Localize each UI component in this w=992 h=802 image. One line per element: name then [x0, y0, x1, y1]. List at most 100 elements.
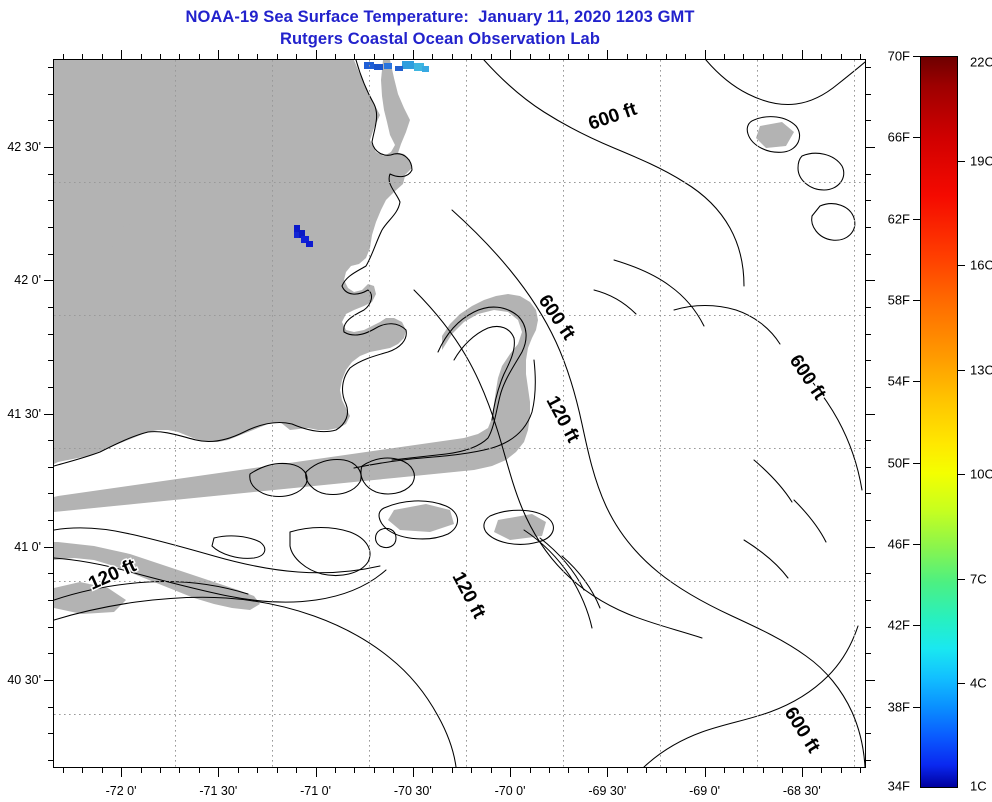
x-axis-tick [646, 768, 648, 773]
colorbar-tick [913, 381, 920, 383]
y-axis-tick [48, 440, 53, 442]
y-axis-tick [48, 120, 53, 122]
page-title: NOAA-19 Sea Surface Temperature: January… [185, 8, 695, 26]
x-axis-label-2: -71 0' [300, 784, 332, 798]
y-axis-tick [866, 466, 871, 468]
svg-text:120 ft: 120 ft [448, 568, 490, 622]
y-axis-tick [48, 760, 53, 761]
colorbar-tick [958, 265, 965, 267]
colorbar-tick [913, 300, 920, 301]
coastline-maine [705, 60, 865, 105]
colorbar-f-label-9: 34F [887, 778, 910, 794]
x-axis-tick [685, 54, 687, 59]
title-block: NOAA-19 Sea Surface Temperature: January… [0, 6, 880, 50]
x-axis-label-7: -68 30' [782, 784, 821, 798]
colorbar-tick [958, 160, 965, 162]
y-axis-label-3: 41 0' [14, 539, 41, 554]
x-axis-tick [782, 54, 784, 59]
coastline-li-forks [289, 526, 371, 577]
x-axis-tick [607, 768, 609, 777]
colorbar-tick [958, 369, 965, 371]
x-axis-tick [724, 768, 726, 773]
y-axis-tick [866, 440, 871, 442]
y-axis-tick [48, 66, 53, 68]
y-axis-tick [866, 653, 871, 655]
colorbar-tick [913, 56, 920, 57]
sst-map-svg: 600 ft 600 ft 600 ft 120 ft 120 ft 120 f… [54, 60, 865, 767]
contour-misc-1 [613, 259, 705, 327]
y-axis-label-2: 41 30' [7, 406, 41, 421]
colorbar-f-label-5: 50F [887, 455, 910, 471]
x-axis-tick [724, 54, 726, 59]
land-cape-ann [384, 152, 412, 176]
y-axis-tick [48, 306, 53, 308]
y-axis-tick [866, 760, 871, 761]
x-axis-tick [62, 768, 64, 773]
y-axis-tick [866, 493, 871, 495]
x-axis-tick [840, 768, 842, 773]
coastline-nantucket [483, 509, 554, 545]
colorbar-f-label-6: 46F [887, 536, 910, 552]
colorbar[interactable]: 70F 66F 62F 58F 54F 50F 46F 42F 38F 34F 22C 19C 16C 1… [888, 49, 992, 794]
x-axis-tick [840, 54, 842, 59]
colorbar-tick [958, 683, 965, 685]
x-axis-tick [393, 768, 395, 773]
svg-text:600 ft: 600 ft [534, 291, 580, 344]
coastline-long-island-south [54, 557, 387, 603]
y-axis-tick [866, 200, 871, 202]
x-axis-tick [354, 768, 356, 773]
colorbar-c-label-2: 16C [970, 257, 992, 273]
coastline-maine-islands-1 [746, 116, 800, 153]
y-axis-tick [866, 626, 871, 628]
contour-misc-9 [561, 555, 601, 609]
contour-600ft-se [643, 625, 859, 767]
y-axis-tick [866, 600, 871, 602]
colorbar-c-label-3: 13C [970, 362, 992, 378]
x-axis-tick [529, 54, 531, 59]
contour-120ft-south [54, 596, 457, 767]
y-axis-tick [866, 226, 871, 228]
contour-120ft-main [413, 289, 703, 639]
x-axis-tick [276, 54, 278, 59]
x-axis-tick [218, 768, 220, 777]
colorbar-c-label-0: 22C [970, 54, 992, 70]
x-axis-label-1: -71 30' [199, 784, 238, 798]
colorbar-f-label-4: 54F [887, 373, 910, 389]
colorbar-gradient [920, 56, 958, 788]
coastline-mv [378, 500, 459, 540]
x-axis-tick [82, 54, 84, 59]
x-axis-tick [587, 768, 589, 773]
x-axis-tick [237, 768, 239, 773]
y-axis-tick [48, 573, 53, 575]
x-axis-tick [510, 50, 512, 59]
x-axis-tick [101, 54, 103, 59]
y-axis-tick [866, 706, 871, 708]
x-axis-label-6: -69 0' [689, 784, 721, 798]
colorbar-tick [913, 462, 920, 464]
x-axis-label-4: -70 0' [494, 784, 526, 798]
y-axis-tick [44, 280, 53, 282]
x-axis-tick [373, 768, 375, 773]
y-axis-tick [866, 93, 871, 95]
x-axis-tick [704, 50, 706, 59]
x-axis-tick [685, 768, 687, 773]
x-axis-tick [587, 54, 589, 59]
x-axis-tick [762, 768, 764, 773]
y-axis-tick [44, 146, 53, 148]
x-axis-tick [801, 768, 803, 777]
y-axis-tick [48, 493, 53, 495]
y-axis-tick [866, 520, 871, 522]
x-axis-tick [821, 54, 823, 59]
x-axis-tick [646, 54, 648, 59]
x-axis-tick [276, 768, 278, 773]
contour-120ft-west [54, 580, 249, 601]
coastline-cape-cod-south [353, 359, 536, 469]
x-axis-tick [471, 54, 473, 59]
map-plot-area[interactable]: 600 ft 600 ft 600 ft 120 ft 120 ft 120 f… [53, 59, 866, 768]
coastline-block-island [374, 527, 397, 549]
x-axis-tick [432, 54, 434, 59]
y-axis-tick [48, 226, 53, 228]
colorbar-tick [958, 474, 965, 476]
colorbar-tick [913, 137, 920, 139]
y-axis-tick [866, 360, 871, 362]
